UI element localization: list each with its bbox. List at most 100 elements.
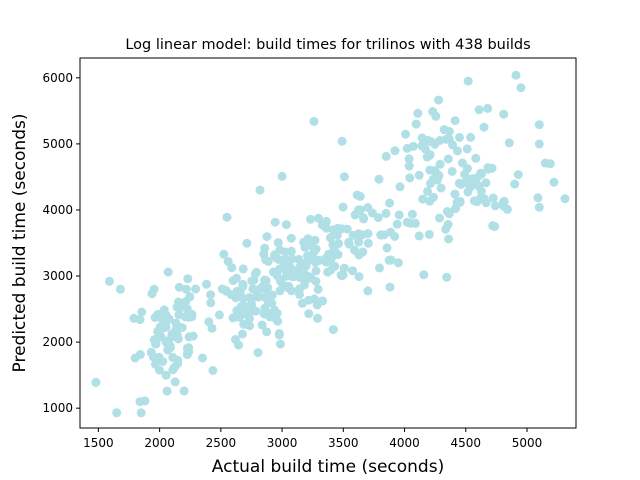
data-point — [250, 269, 260, 279]
data-point — [394, 210, 404, 220]
data-point — [231, 293, 241, 303]
data-point — [402, 143, 412, 153]
y-axis-ticks: 1000 2000 3000 4000 5000 6000 — [42, 71, 80, 415]
data-point — [395, 182, 405, 192]
y-tick-label: 5000 — [42, 137, 73, 151]
data-point — [104, 276, 114, 286]
data-point — [513, 170, 523, 180]
data-point — [487, 163, 497, 173]
data-point — [286, 246, 296, 256]
data-point — [170, 362, 180, 372]
data-point — [407, 209, 417, 219]
data-point — [161, 322, 171, 332]
data-point — [534, 202, 544, 212]
data-point — [295, 273, 305, 283]
data-point — [337, 136, 347, 146]
data-point — [135, 315, 145, 325]
data-point — [442, 207, 452, 216]
data-point — [338, 202, 348, 212]
x-tick-label: 4500 — [451, 436, 482, 450]
data-point — [533, 193, 543, 203]
data-point — [238, 329, 247, 339]
data-point — [284, 281, 294, 291]
data-point — [174, 297, 183, 307]
data-point — [275, 286, 285, 296]
data-point — [469, 196, 479, 206]
data-point — [299, 237, 309, 247]
data-point — [221, 286, 231, 296]
data-point — [326, 233, 335, 243]
y-axis-title: Predicted build time (seconds) — [10, 114, 30, 373]
data-point — [474, 105, 484, 115]
data-point — [499, 109, 509, 119]
data-point — [354, 272, 364, 282]
data-point — [418, 194, 428, 204]
data-point — [490, 222, 500, 231]
data-point — [463, 187, 473, 197]
y-tick-label: 1000 — [42, 401, 73, 415]
data-point — [375, 263, 384, 273]
data-point — [159, 305, 169, 315]
data-point — [425, 196, 435, 206]
data-point — [137, 307, 147, 317]
data-point — [136, 408, 146, 418]
data-point — [324, 249, 334, 259]
data-point — [228, 313, 238, 323]
data-point — [423, 186, 432, 196]
data-point — [425, 165, 435, 175]
data-point — [435, 136, 445, 145]
x-tick-label: 1500 — [83, 436, 114, 450]
data-point — [219, 249, 229, 259]
data-point — [466, 132, 476, 142]
data-point — [161, 370, 171, 380]
data-point — [275, 245, 285, 255]
data-point — [264, 309, 274, 319]
data-point — [419, 270, 429, 280]
data-point — [385, 282, 395, 292]
data-point — [171, 325, 181, 335]
data-point — [306, 214, 315, 224]
data-point — [206, 298, 216, 308]
data-point — [444, 134, 454, 144]
data-point — [392, 219, 402, 229]
data-point — [304, 295, 314, 305]
data-point — [228, 276, 238, 286]
data-point — [260, 243, 270, 253]
data-point — [339, 172, 349, 182]
data-point — [275, 339, 285, 349]
data-point — [272, 308, 282, 318]
data-point — [214, 310, 224, 320]
plot-frame — [79, 57, 577, 429]
data-point — [273, 316, 283, 326]
data-point — [348, 266, 357, 276]
data-point — [112, 408, 122, 418]
data-point — [499, 196, 509, 206]
data-point — [279, 262, 288, 272]
data-point — [381, 208, 391, 218]
data-point — [545, 159, 555, 169]
data-point — [151, 334, 161, 344]
data-point — [151, 359, 160, 369]
x-tick-label: 4000 — [389, 436, 420, 450]
data-point — [471, 153, 481, 163]
data-point — [476, 168, 486, 178]
data-point — [238, 264, 248, 274]
data-point — [352, 190, 362, 200]
data-point — [333, 223, 343, 233]
data-point — [382, 243, 392, 253]
data-point — [309, 116, 319, 126]
data-points — [91, 70, 570, 418]
data-point — [247, 276, 257, 286]
data-point — [208, 366, 218, 375]
data-point — [328, 325, 338, 335]
data-point — [162, 386, 172, 396]
data-point — [323, 267, 333, 277]
data-point — [443, 220, 453, 229]
data-point — [174, 310, 184, 320]
data-point — [321, 216, 331, 226]
data-point — [313, 313, 323, 323]
data-point — [202, 279, 211, 289]
data-point — [450, 189, 460, 199]
data-point — [386, 227, 396, 237]
